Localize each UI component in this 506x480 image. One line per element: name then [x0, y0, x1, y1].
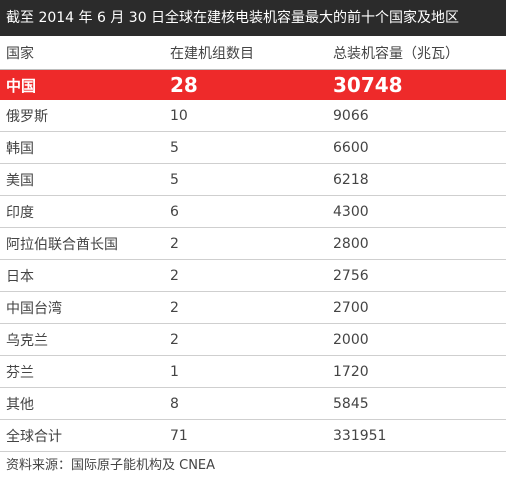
cell-units: 6 [170, 203, 179, 220]
header-units: 在建机组数目 [170, 45, 254, 62]
cell-units: 8 [170, 395, 179, 412]
cell-country: 阿拉伯联合酋长国 [6, 236, 118, 253]
cell-country: 中国 [6, 76, 37, 95]
cell-units: 5 [170, 171, 179, 188]
table-row-total: 全球合计 71 331951 [0, 420, 506, 452]
cell-country: 其他 [6, 396, 34, 413]
table-row: 美国 5 6218 [0, 164, 506, 196]
cell-capacity: 2700 [333, 299, 369, 316]
cell-country: 韩国 [6, 140, 34, 157]
cell-capacity: 2800 [333, 235, 369, 252]
header-country: 国家 [6, 45, 34, 62]
table-header-row: 国家 在建机组数目 总装机容量（兆瓦） [0, 36, 506, 70]
cell-units: 2 [170, 299, 179, 316]
cell-units: 2 [170, 267, 179, 284]
table-row: 印度 6 4300 [0, 196, 506, 228]
cell-capacity: 331951 [333, 427, 387, 444]
cell-units: 28 [170, 73, 198, 97]
cell-units: 1 [170, 363, 179, 380]
cell-capacity: 2000 [333, 331, 369, 348]
cell-country: 中国台湾 [6, 300, 62, 317]
cell-capacity: 2756 [333, 267, 369, 284]
header-capacity: 总装机容量（兆瓦） [333, 45, 459, 62]
cell-units: 2 [170, 235, 179, 252]
cell-country: 俄罗斯 [6, 108, 48, 125]
table-row: 乌克兰 2 2000 [0, 324, 506, 356]
cell-capacity: 9066 [333, 107, 369, 124]
cell-capacity: 1720 [333, 363, 369, 380]
table-title: 截至 2014 年 6 月 30 日全球在建核电装机容量最大的前十个国家及地区 [0, 0, 506, 36]
table-row: 芬兰 1 1720 [0, 356, 506, 388]
cell-capacity: 5845 [333, 395, 369, 412]
cell-country: 印度 [6, 204, 34, 221]
table-row: 俄罗斯 10 9066 [0, 100, 506, 132]
table-row: 中国台湾 2 2700 [0, 292, 506, 324]
table-row: 韩国 5 6600 [0, 132, 506, 164]
cell-capacity: 30748 [333, 73, 403, 97]
table-row: 阿拉伯联合酋长国 2 2800 [0, 228, 506, 260]
data-table: 国家 在建机组数目 总装机容量（兆瓦） 中国 28 30748 俄罗斯 10 9… [0, 36, 506, 452]
cell-capacity: 4300 [333, 203, 369, 220]
cell-capacity: 6600 [333, 139, 369, 156]
cell-country: 日本 [6, 268, 34, 285]
source-note: 资料来源：国际原子能机构及 CNEA [6, 458, 216, 473]
cell-country: 乌克兰 [6, 332, 48, 349]
table-row-highlighted: 中国 28 30748 [0, 70, 506, 100]
table-row: 其他 8 5845 [0, 388, 506, 420]
cell-units: 5 [170, 139, 179, 156]
cell-units: 2 [170, 331, 179, 348]
cell-units: 10 [170, 107, 188, 124]
cell-country: 美国 [6, 172, 34, 189]
cell-country: 芬兰 [6, 364, 34, 381]
cell-capacity: 6218 [333, 171, 369, 188]
table-row: 日本 2 2756 [0, 260, 506, 292]
cell-country: 全球合计 [6, 428, 62, 445]
cell-units: 71 [170, 427, 188, 444]
